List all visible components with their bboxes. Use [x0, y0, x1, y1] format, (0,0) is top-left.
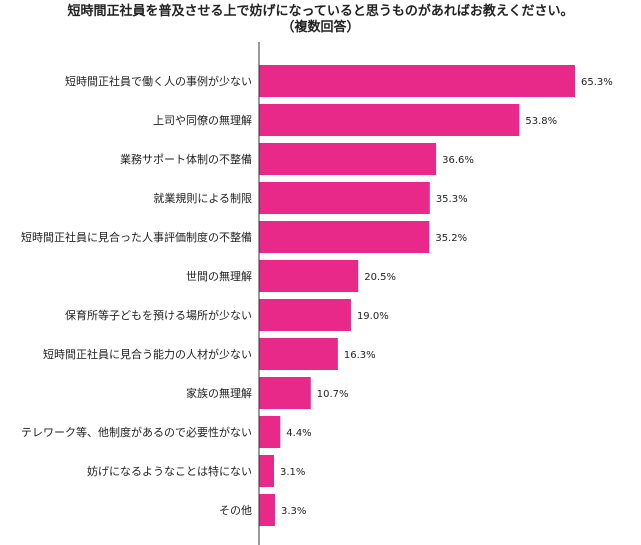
- category-label: 短時間正社員で働く人の事例が少ない: [65, 74, 252, 88]
- category-label: 家族の無理解: [186, 386, 252, 400]
- category-label: その他: [219, 504, 252, 517]
- chart-subtitle: （複数回答）: [281, 20, 360, 35]
- value-label: 53.8%: [525, 116, 557, 127]
- category-label: 短時間正社員に見合った人事評価制度の不整備: [21, 230, 252, 244]
- value-label: 3.1%: [280, 467, 305, 478]
- bar: [259, 104, 520, 136]
- category-label: 短時間正社員に見合う能力の人材が少ない: [43, 347, 252, 361]
- value-label: 10.7%: [317, 389, 349, 400]
- chart-title: 短時間正社員を普及させる上で妨げになっていると思うものがあればお教えください。: [67, 4, 574, 19]
- bar: [259, 260, 359, 292]
- bar: [259, 65, 575, 97]
- bar: [259, 455, 275, 487]
- bar: [259, 494, 275, 526]
- value-label: 35.2%: [435, 233, 467, 244]
- value-label: 20.5%: [364, 272, 396, 283]
- value-label: 65.3%: [581, 77, 613, 88]
- bar: [259, 299, 351, 331]
- bar: [259, 338, 338, 370]
- value-label: 19.0%: [357, 311, 389, 322]
- bar: [259, 182, 430, 214]
- value-label: 3.3%: [281, 506, 306, 517]
- category-label: 保育所等子どもを預ける場所が少ない: [65, 308, 252, 322]
- category-label: 業務サポート体制の不整備: [120, 152, 252, 166]
- bar: [259, 143, 437, 175]
- category-label: 妨げになるようなことは特にない: [87, 464, 252, 478]
- category-label: 就業規則による制限: [153, 191, 252, 205]
- category-label: 上司や同僚の無理解: [153, 113, 252, 127]
- category-label: 世間の無理解: [186, 269, 252, 283]
- value-label: 4.4%: [286, 428, 311, 439]
- bar: [259, 416, 281, 448]
- value-label: 36.6%: [442, 155, 474, 166]
- value-label: 16.3%: [344, 350, 376, 361]
- bar: [259, 221, 430, 253]
- value-label: 35.3%: [436, 194, 468, 205]
- category-label: テレワーク等、他制度があるので必要性がない: [21, 425, 252, 439]
- bar: [259, 377, 311, 409]
